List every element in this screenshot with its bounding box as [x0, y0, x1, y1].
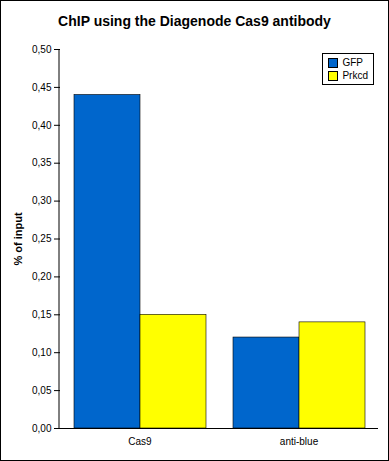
svg-text:0,05: 0,05 — [32, 385, 52, 396]
html-text:Prkcd: Prkcd — [342, 70, 368, 81]
html-text:GFP: GFP — [342, 57, 363, 68]
svg-text:0,40: 0,40 — [32, 120, 52, 131]
svg-text:0,15: 0,15 — [32, 309, 52, 320]
svg-text:0,10: 0,10 — [32, 347, 52, 358]
svg-text:0,35: 0,35 — [32, 157, 52, 168]
svg-text:0,50: 0,50 — [32, 44, 52, 55]
svg-text:% of input: % of input — [12, 212, 24, 265]
svg-text:anti-blue: anti-blue — [280, 436, 319, 447]
html-text:ChIP using the Diagenode Cas9: ChIP using the Diagenode Cas9 antibody — [58, 13, 331, 29]
svg-text:0,45: 0,45 — [32, 82, 52, 93]
svg-text:0,00: 0,00 — [32, 423, 52, 434]
svg-text:0,25: 0,25 — [32, 233, 52, 244]
svg-text:Cas9: Cas9 — [128, 436, 152, 447]
svg-text:0,30: 0,30 — [32, 195, 52, 206]
svg-text:0,20: 0,20 — [32, 271, 52, 282]
